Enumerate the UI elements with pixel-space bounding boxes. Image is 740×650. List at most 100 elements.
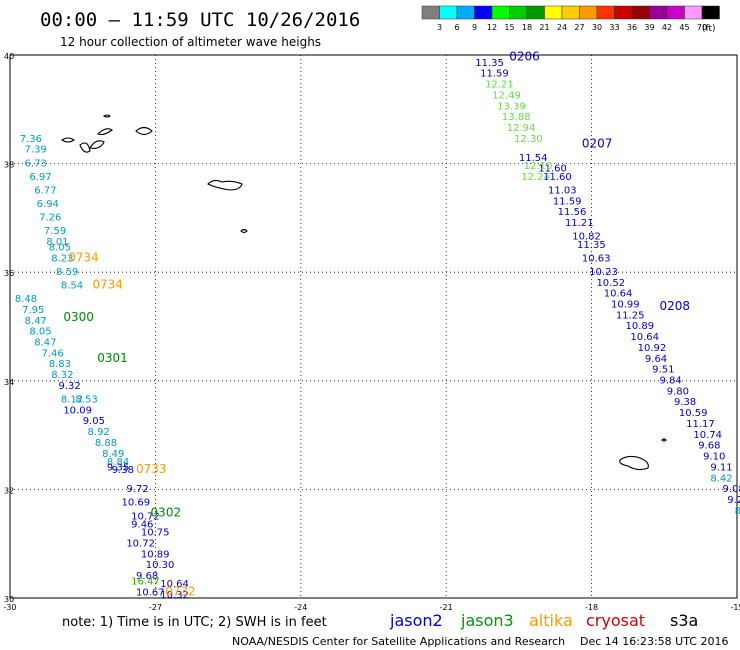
legend-swatch [579,5,598,20]
legend-swatch [684,5,703,20]
wave-height-value: 11.35 [475,58,504,69]
wave-height-value: 16.47 [131,576,160,587]
legend-label: 27 [574,23,584,32]
wave-height-value: 8.59 [56,267,78,278]
wave-height-value: 10.99 [611,299,640,310]
lat-tick-label: 32 [4,486,14,495]
wave-height-value: 9.22 [727,495,740,506]
pass-time-label: 0301 [97,351,128,365]
wave-height-value: 10.32 [160,590,189,601]
wave-height-value: 11.35 [577,240,606,251]
satellite-label: cryosat [586,611,645,630]
wave-height-value: 8.05 [49,242,71,253]
wave-height-value: 10.30 [146,560,175,571]
legend-label: 12 [487,23,497,32]
lon-tick-label: -21 [440,603,453,612]
satellite-label: altika [529,611,573,630]
wave-height-value: 8.47 [25,316,47,327]
wave-height-value: 6.73 [25,158,47,169]
wave-height-value: 6.94 [37,199,59,210]
graticule [10,55,737,598]
legend-swatch [474,5,493,20]
wave-height-value: 8.32 [51,370,73,381]
wave-height-value: 10.69 [121,498,150,509]
legend-swatch [614,5,633,20]
wave-height-value: 7.95 [22,305,44,316]
wave-height-value: 6.77 [34,185,56,196]
satellite-legend: jason2 jason3 altika cryosat s3a [389,611,698,630]
map-subtitle: 12 hour collection of altimeter wave hei… [60,35,321,49]
wave-height-value: 11.54 [519,153,548,164]
wave-height-value: 8.84 [107,457,129,468]
wave-height-value: 12.49 [492,90,521,101]
map-title: 00:00 – 11:59 UTC 10/26/2016 [40,9,360,31]
legend-swatch [421,5,440,20]
wave-height-value: 6.97 [29,172,51,183]
wave-height-value: 7.26 [39,213,61,224]
wave-height-value: 10.72 [126,538,155,549]
legend-label: 39 [644,23,654,32]
wave-height-value: 13.39 [497,101,526,112]
wave-height-value: 10.64 [160,579,189,590]
wave-height-value: 8.88 [95,438,117,449]
wave-height-value: 10.75 [141,528,170,539]
satellite-label: s3a [670,611,698,630]
wave-height-value: 10.67 [136,587,165,598]
wave-height-value: 9.80 [667,386,689,397]
wave-height-value: 8.53 [75,395,97,406]
pass-time-label: 0733 [136,462,167,476]
wave-height-value: 12.30 [514,134,543,145]
wave-height-value: 9.64 [645,354,667,365]
latitude-labels: 40 38 36 34 32 30 [4,52,14,604]
legend-swatch [701,5,720,20]
wave-height-value: 7.59 [44,226,66,237]
wave-height-value: 8.01 [46,237,68,248]
wave-height-value: 9.38 [112,465,134,476]
pass-time-label: 0206 [509,49,540,63]
legend-label: 70 [697,23,707,32]
legend-swatch [526,5,545,20]
lat-tick-label: 40 [4,52,14,61]
satellite-label: jason2 [389,611,443,630]
legend-label: 45 [679,23,689,32]
lat-tick-label: 30 [4,595,14,604]
pass-time-label: 0302 [151,506,182,520]
wave-height-value: 11.25 [616,310,645,321]
legend-label: 30 [592,23,602,32]
wave-height-value: 9.84 [659,376,681,387]
wave-height-value: 10.92 [638,343,667,354]
wave-height-value: 11.60 [538,164,567,175]
wave-height-value: 7.39 [25,145,47,156]
wave-height-value: 9.05 [83,416,105,427]
wave-height-value: 9.72 [126,484,148,495]
wave-height-value: 10.89 [141,549,170,560]
wave-height-value: 8.05 [29,327,51,338]
pass-time-label: 0208 [659,299,690,313]
wave-height-value: 7.36 [20,134,42,145]
wave-height-value: 11.60 [543,172,572,183]
wave-height-value: 9.10 [703,452,725,463]
wave-height-value: 8.12 [735,506,740,517]
wave-height-value: 10.74 [693,430,722,441]
wave-height-value: 10.23 [589,267,618,278]
islands-outline [61,114,667,471]
pass-time-label: 0207 [582,136,613,150]
legend-label: 33 [609,23,619,32]
legend-label: 18 [522,23,532,32]
wave-height-value: 9.11 [710,462,732,473]
pass-time-label: 0300 [63,310,94,324]
wave-height-value: 13.88 [502,112,531,123]
map-frame [9,54,738,599]
legend-label: 15 [504,23,514,32]
lon-tick-label: -18 [585,603,598,612]
legend-unit: (ft) [702,24,716,34]
wave-height-value: 11.59 [480,69,509,80]
legend-swatch [649,5,668,20]
wave-height-value: 10.64 [630,332,659,343]
wave-height-value: 9.68 [136,571,158,582]
satellite-tracks: 7.367.396.736.976.776.947.267.598.018.05… [15,58,740,601]
lat-tick-label: 34 [4,378,14,387]
legend-swatch [491,5,510,20]
wave-height-value: 10.89 [626,321,655,332]
